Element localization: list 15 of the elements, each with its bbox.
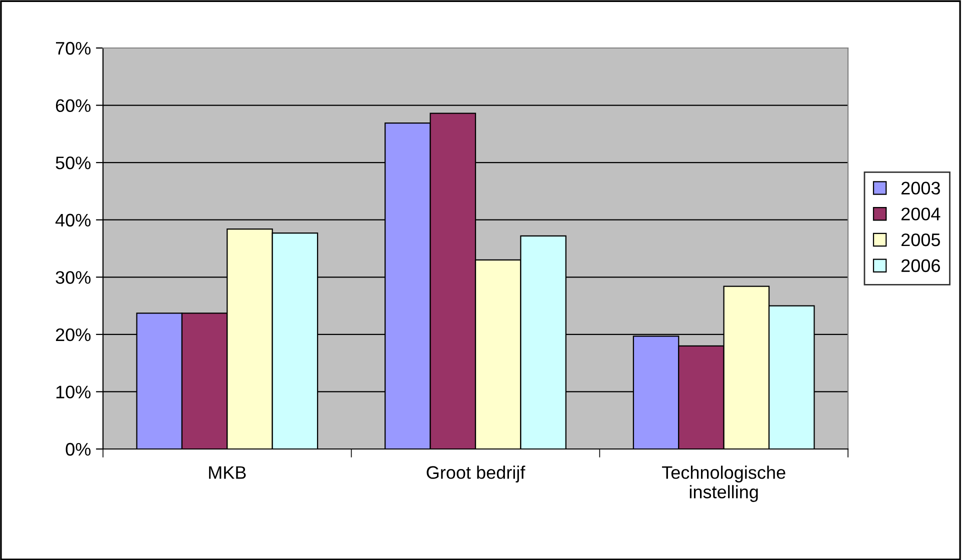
y-tick-label: 70% xyxy=(56,42,91,55)
y-tick-label: 10% xyxy=(56,386,91,398)
y-tick-label: 40% xyxy=(55,214,91,227)
y-tick-label: 20% xyxy=(56,328,91,342)
y-tick-label: 0% xyxy=(66,442,91,456)
legend-label: 2003 xyxy=(901,182,940,195)
legend-label: 2006 xyxy=(901,259,940,272)
legend-label: 2005 xyxy=(901,233,940,246)
x-tick-label: MKB xyxy=(209,466,246,479)
x-tick-label: Groot bedrijf xyxy=(426,466,526,482)
y-tick-label: 30% xyxy=(56,271,91,284)
legend-label: 2004 xyxy=(901,208,940,220)
y-tick-label: 60% xyxy=(56,99,91,112)
y-tick-label: 50% xyxy=(56,156,91,170)
x-tick-label: Technologische instelling xyxy=(662,466,786,502)
